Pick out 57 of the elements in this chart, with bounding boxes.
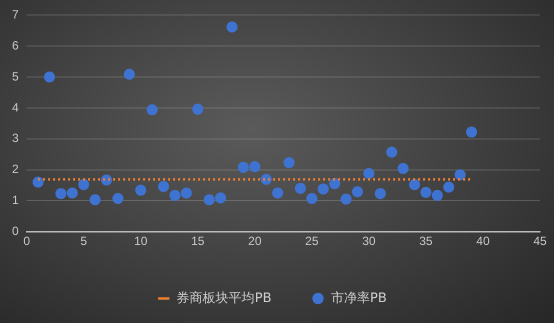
x-tick-label: 45 (533, 234, 547, 248)
point (249, 161, 260, 172)
point (318, 183, 329, 194)
point (420, 186, 432, 198)
legend-label: 券商板块平均PB (176, 290, 272, 306)
point (124, 68, 135, 80)
point (294, 182, 306, 194)
point (374, 188, 386, 200)
point (454, 169, 466, 180)
y-tick-label: 2 (12, 162, 19, 176)
point (340, 194, 352, 205)
point (146, 104, 158, 116)
point (158, 180, 170, 192)
point (78, 179, 90, 190)
point (192, 104, 204, 115)
point (284, 157, 295, 168)
point (466, 126, 478, 138)
legend-label: 市净率PB (331, 290, 387, 306)
y-tick-label: 7 (12, 8, 19, 22)
point (169, 190, 180, 201)
point (180, 187, 192, 198)
point (135, 184, 146, 196)
y-tick-label: 1 (12, 193, 19, 207)
y-tick-label: 3 (12, 131, 19, 146)
point (443, 182, 454, 193)
point (272, 187, 284, 198)
point (432, 190, 443, 201)
point (386, 146, 398, 158)
point (352, 186, 363, 198)
point (329, 178, 340, 190)
y-tick-label: 4 (12, 100, 19, 114)
point (32, 176, 44, 188)
x-tick-label: 15 (191, 234, 205, 248)
x-tick-label: 40 (476, 234, 490, 248)
point (66, 187, 78, 198)
x-tick-label: 10 (134, 234, 148, 248)
point (238, 162, 249, 173)
x-tick-label: 25 (305, 234, 319, 248)
point (44, 72, 55, 83)
point (112, 193, 124, 204)
point (398, 163, 409, 174)
y-tick-label: 6 (12, 38, 19, 52)
point (55, 188, 66, 200)
x-tick-label: 20 (248, 234, 262, 248)
point (306, 193, 318, 204)
y-tick-label: 5 (12, 69, 19, 84)
point (226, 21, 238, 32)
point (363, 168, 374, 179)
point (204, 194, 215, 206)
x-tick-label: 0 (23, 234, 30, 248)
point (90, 194, 101, 206)
point (409, 179, 420, 190)
point (215, 192, 226, 204)
x-tick-label: 35 (419, 234, 433, 248)
y-tick-label: 0 (12, 224, 19, 238)
x-tick-label: 30 (362, 234, 376, 248)
x-tick-label: 5 (80, 234, 88, 248)
